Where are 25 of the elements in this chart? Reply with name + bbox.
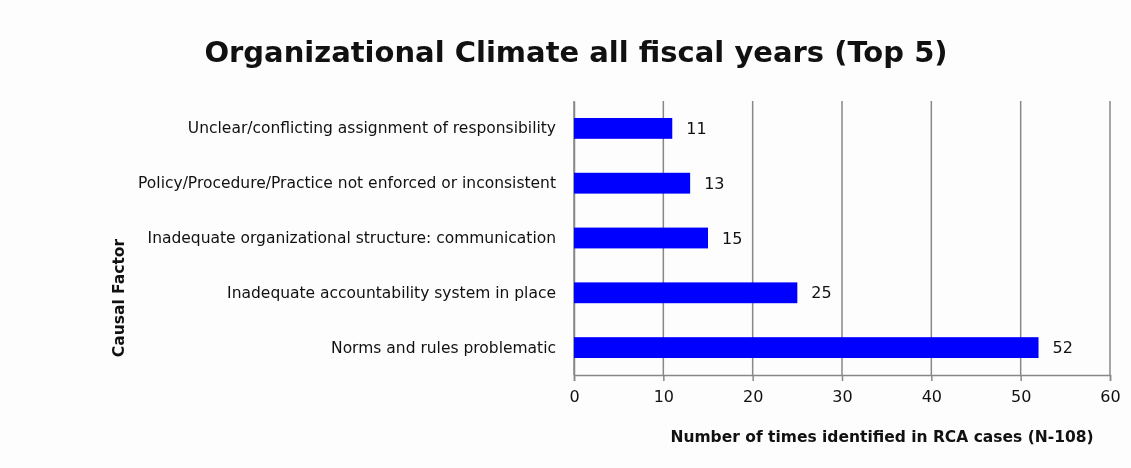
data-label: 52 (1052, 338, 1073, 358)
y-tick-label: Inadequate accountability system in place (227, 283, 556, 302)
y-tick-label: Norms and rules problematic (331, 338, 556, 357)
x-tick-label: 60 (1100, 387, 1121, 407)
x-axis-title: Number of times identified in RCA cases (N-108) (670, 428, 1094, 446)
data-label: 13 (704, 173, 725, 193)
x-tick-label: 30 (832, 387, 853, 407)
data-label: 15 (722, 228, 743, 248)
y-tick-label: Inadequate organizational structure: communication (147, 228, 556, 247)
y-tick-label: Policy/Procedure/Practice not enforced or inconsistent (138, 174, 556, 193)
x-tick-label: 20 (742, 387, 764, 407)
x-tick-label: 0 (569, 387, 580, 407)
x-tick-label: 40 (921, 387, 943, 407)
bar (574, 282, 798, 304)
data-label: 11 (686, 119, 707, 138)
data-label: 25 (811, 283, 832, 303)
bar (574, 172, 691, 194)
x-tick-label: 10 (653, 387, 675, 407)
bar (574, 117, 673, 139)
x-tick-label: 50 (1010, 387, 1032, 407)
y-axis-title: Causal Factor (110, 238, 129, 358)
bar (574, 227, 708, 249)
bar (574, 337, 1039, 359)
y-tick-label: Unclear/conflicting assignment of responsibility (187, 119, 556, 138)
chart-title: Organizational Climate all fiscal years (Top 5) (204, 35, 948, 69)
